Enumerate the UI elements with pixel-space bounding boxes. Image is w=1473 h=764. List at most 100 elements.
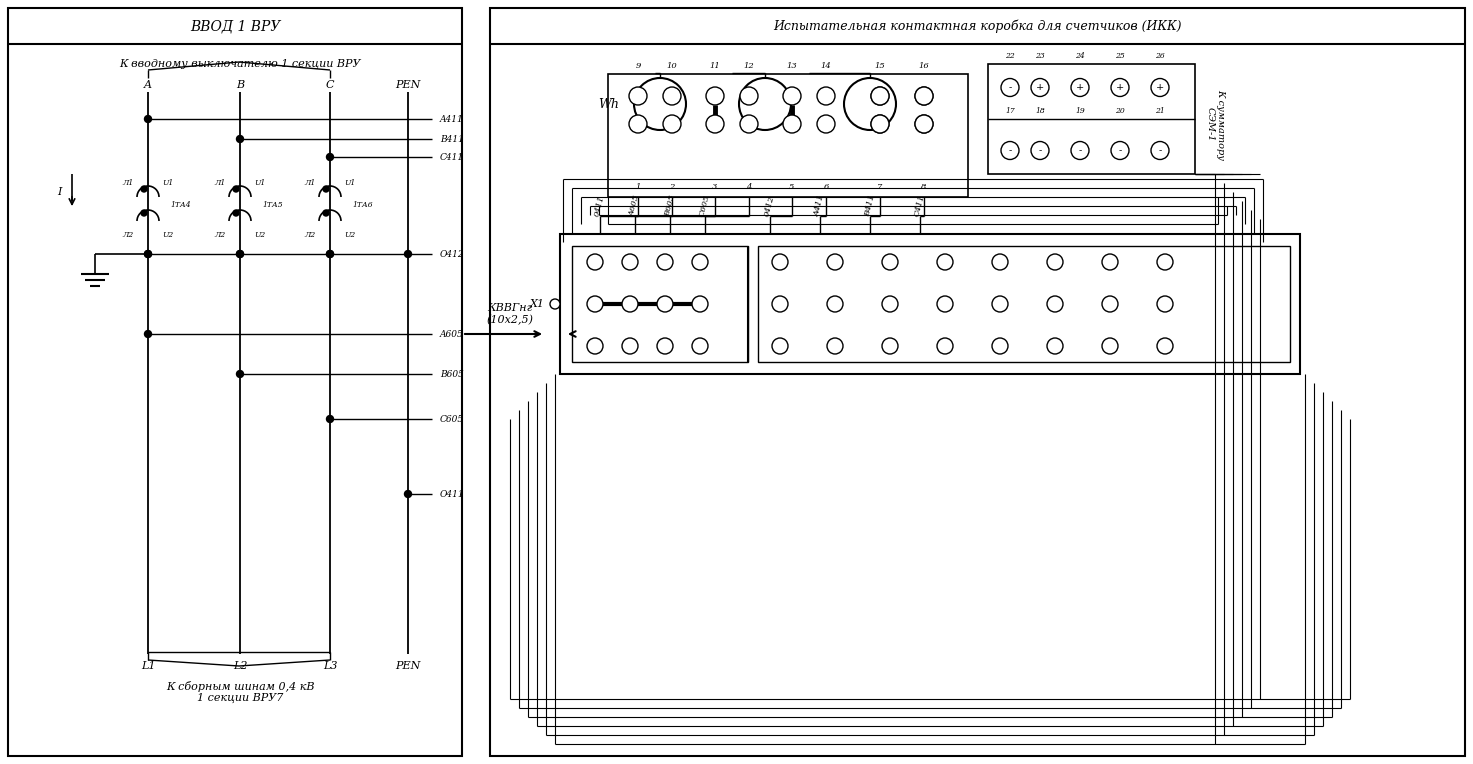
Circle shape bbox=[784, 87, 801, 105]
Text: 1: 1 bbox=[635, 183, 641, 191]
Circle shape bbox=[772, 296, 788, 312]
Circle shape bbox=[233, 210, 239, 216]
Text: O412: O412 bbox=[440, 250, 464, 258]
Circle shape bbox=[1156, 338, 1173, 354]
Text: 0411: 0411 bbox=[594, 195, 607, 218]
Text: -: - bbox=[1078, 146, 1081, 155]
Circle shape bbox=[739, 87, 759, 105]
Circle shape bbox=[1002, 79, 1019, 96]
Text: Wh: Wh bbox=[598, 98, 619, 111]
Text: К сумматору
СЭМ-1: К сумматору СЭМ-1 bbox=[1205, 89, 1224, 160]
Text: 4: 4 bbox=[747, 183, 751, 191]
Text: Х1: Х1 bbox=[530, 299, 545, 309]
Text: Испытательная контактная коробка для счетчиков (ИКК): Испытательная контактная коробка для сче… bbox=[773, 19, 1181, 33]
Circle shape bbox=[844, 78, 896, 130]
Text: U2: U2 bbox=[162, 231, 174, 239]
Circle shape bbox=[1111, 141, 1128, 160]
Circle shape bbox=[882, 338, 899, 354]
Text: A605: A605 bbox=[440, 329, 464, 338]
Circle shape bbox=[141, 186, 147, 192]
Circle shape bbox=[629, 115, 647, 133]
Text: 25: 25 bbox=[1115, 52, 1125, 60]
Text: К сборным шинам 0,4 кВ
1 секции ВРУ7: К сборным шинам 0,4 кВ 1 секции ВРУ7 bbox=[166, 681, 314, 704]
Text: 1ТА6: 1ТА6 bbox=[352, 201, 373, 209]
Circle shape bbox=[739, 78, 791, 130]
Text: 1ТА5: 1ТА5 bbox=[262, 201, 283, 209]
Text: 19: 19 bbox=[1075, 107, 1086, 115]
Circle shape bbox=[1156, 296, 1173, 312]
Circle shape bbox=[784, 115, 801, 133]
Bar bbox=[988, 64, 1195, 174]
Circle shape bbox=[882, 254, 899, 270]
Bar bbox=[491, 8, 1466, 756]
Text: L2: L2 bbox=[233, 661, 247, 671]
Circle shape bbox=[882, 296, 899, 312]
Bar bbox=[7, 8, 463, 756]
Text: Л2: Л2 bbox=[215, 231, 225, 239]
Text: A411: A411 bbox=[813, 194, 826, 218]
Text: U2: U2 bbox=[253, 231, 265, 239]
Text: U1: U1 bbox=[162, 179, 174, 187]
Circle shape bbox=[871, 115, 890, 133]
Circle shape bbox=[633, 78, 686, 130]
Text: -: - bbox=[1158, 146, 1162, 155]
Text: Л2: Л2 bbox=[305, 231, 317, 239]
Circle shape bbox=[826, 338, 843, 354]
Circle shape bbox=[549, 299, 560, 309]
Circle shape bbox=[826, 296, 843, 312]
Circle shape bbox=[141, 210, 147, 216]
Circle shape bbox=[772, 254, 788, 270]
Circle shape bbox=[706, 87, 725, 105]
Text: Л1: Л1 bbox=[122, 179, 134, 187]
Circle shape bbox=[1047, 296, 1064, 312]
Text: 14: 14 bbox=[820, 62, 831, 70]
Text: 13: 13 bbox=[787, 62, 797, 70]
Circle shape bbox=[991, 338, 1008, 354]
Text: 2: 2 bbox=[669, 183, 675, 191]
Text: 0412: 0412 bbox=[763, 195, 776, 218]
Circle shape bbox=[622, 338, 638, 354]
Bar bbox=[759, 246, 1290, 362]
Text: К вводному выключателю 1 секции ВРУ: К вводному выключателю 1 секции ВРУ bbox=[119, 59, 361, 69]
Circle shape bbox=[826, 254, 843, 270]
Text: ВВОД 1 ВРУ: ВВОД 1 ВРУ bbox=[190, 19, 280, 33]
Circle shape bbox=[588, 254, 602, 270]
Circle shape bbox=[657, 254, 673, 270]
Circle shape bbox=[327, 251, 333, 257]
Text: L3: L3 bbox=[323, 661, 337, 671]
Circle shape bbox=[871, 87, 890, 105]
Circle shape bbox=[144, 115, 152, 122]
Circle shape bbox=[144, 251, 152, 257]
Circle shape bbox=[1047, 338, 1064, 354]
Circle shape bbox=[1150, 79, 1170, 96]
Text: B605: B605 bbox=[440, 370, 464, 378]
Text: 10: 10 bbox=[667, 62, 678, 70]
Circle shape bbox=[588, 338, 602, 354]
Text: C605: C605 bbox=[440, 415, 464, 423]
Text: 6: 6 bbox=[823, 183, 829, 191]
Text: 26: 26 bbox=[1155, 52, 1165, 60]
Text: B411: B411 bbox=[863, 194, 876, 218]
Text: L1: L1 bbox=[141, 661, 155, 671]
Text: C411: C411 bbox=[440, 153, 464, 161]
Text: C: C bbox=[326, 80, 334, 90]
Circle shape bbox=[622, 254, 638, 270]
Circle shape bbox=[405, 490, 411, 497]
Circle shape bbox=[871, 87, 890, 105]
Circle shape bbox=[588, 296, 602, 312]
Text: U2: U2 bbox=[345, 231, 355, 239]
Bar bbox=[560, 234, 1301, 374]
Circle shape bbox=[915, 87, 932, 105]
Circle shape bbox=[629, 87, 647, 105]
Bar bbox=[572, 246, 748, 362]
Circle shape bbox=[1102, 254, 1118, 270]
Text: 17: 17 bbox=[1005, 107, 1015, 115]
Circle shape bbox=[663, 115, 681, 133]
Text: 5: 5 bbox=[790, 183, 795, 191]
Circle shape bbox=[739, 115, 759, 133]
Text: 12: 12 bbox=[744, 62, 754, 70]
Text: 11: 11 bbox=[710, 62, 720, 70]
Circle shape bbox=[692, 338, 709, 354]
Circle shape bbox=[657, 296, 673, 312]
Circle shape bbox=[657, 338, 673, 354]
